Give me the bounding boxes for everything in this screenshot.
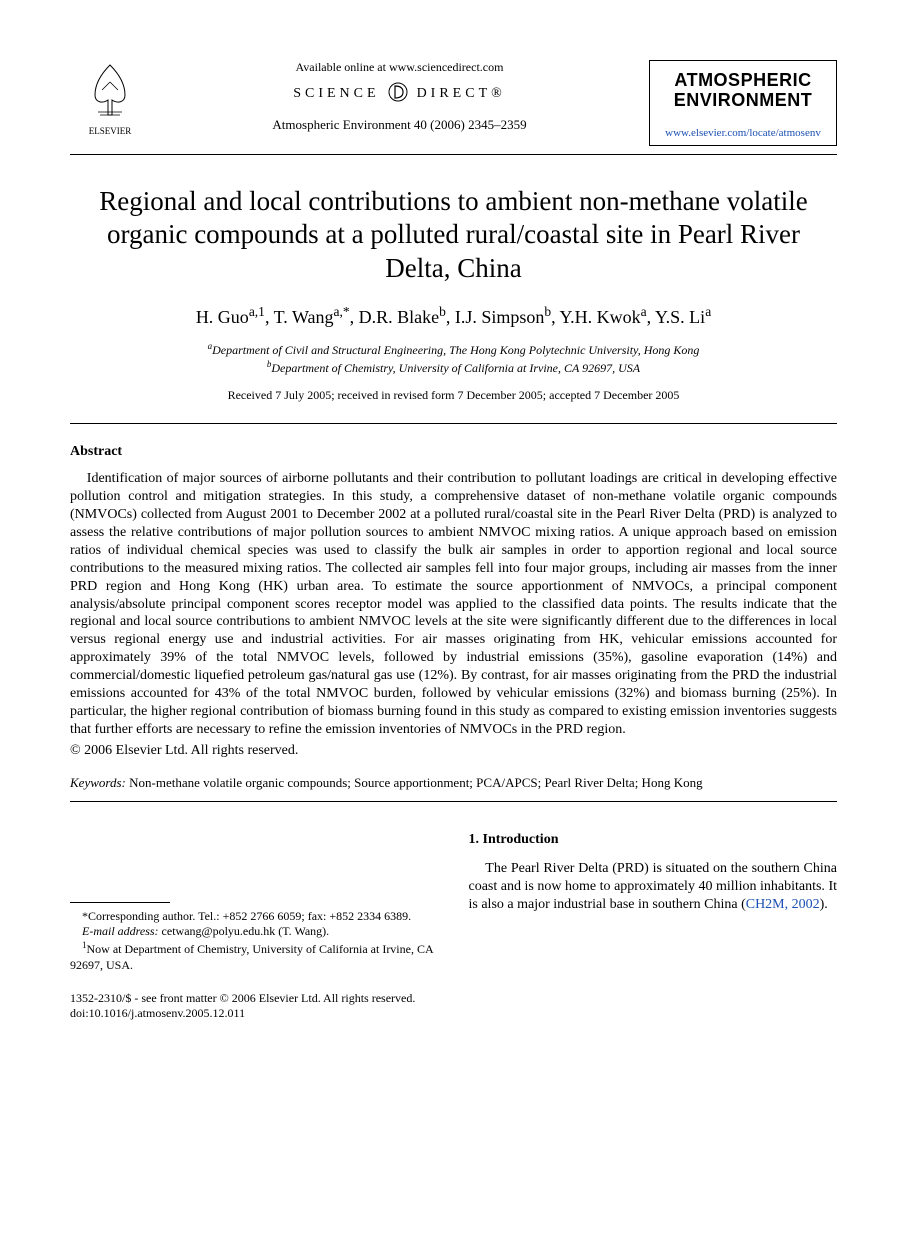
intro-post: ). xyxy=(820,897,828,912)
keywords-text: Non-methane volatile organic compounds; … xyxy=(129,775,702,790)
header-row: ELSEVIER Available online at www.science… xyxy=(70,60,837,146)
intro-paragraph: The Pearl River Delta (PRD) is situated … xyxy=(469,860,838,915)
email-line: E-mail address: cetwang@polyu.edu.hk (T.… xyxy=(70,924,439,940)
journal-name-l1: ATMOSPHERIC xyxy=(674,70,811,90)
article-title: Regional and local contributions to ambi… xyxy=(80,185,827,286)
now-at-text: Now at Department of Chemistry, Universi… xyxy=(70,942,433,972)
now-at-note: 1Now at Department of Chemistry, Univers… xyxy=(70,940,439,973)
email-value: cetwang@polyu.edu.hk (T. Wang). xyxy=(162,924,330,938)
journal-reference: Atmospheric Environment 40 (2006) 2345–2… xyxy=(170,117,629,133)
sciencedirect-logo: SCIENCE DIRECT® xyxy=(170,81,629,103)
journal-title-box: ATMOSPHERIC ENVIRONMENT www.elsevier.com… xyxy=(649,60,837,146)
abstract-top-rule xyxy=(70,423,837,424)
two-column-body: *Corresponding author. Tel.: +852 2766 6… xyxy=(70,832,837,973)
introduction-text: The Pearl River Delta (PRD) is situated … xyxy=(469,860,838,915)
center-header: Available online at www.sciencedirect.co… xyxy=(150,60,649,133)
copyright-line: © 2006 Elsevier Ltd. All rights reserved… xyxy=(70,743,837,759)
abstract-bottom-rule xyxy=(70,801,837,802)
abstract-heading: Abstract xyxy=(70,444,837,460)
header-rule xyxy=(70,154,837,155)
left-column: *Corresponding author. Tel.: +852 2766 6… xyxy=(70,832,439,973)
citation-link[interactable]: CH2M, 2002 xyxy=(746,897,820,912)
doi-line: doi:10.1016/j.atmosenv.2005.12.011 xyxy=(70,1006,837,1021)
journal-url[interactable]: www.elsevier.com/locate/atmosenv xyxy=(658,127,828,139)
abstract-text: Identification of major sources of airbo… xyxy=(70,470,837,739)
front-matter-line: 1352-2310/$ - see front matter © 2006 El… xyxy=(70,991,837,1006)
corresponding-author-note: *Corresponding author. Tel.: +852 2766 6… xyxy=(70,909,439,925)
footnotes: *Corresponding author. Tel.: +852 2766 6… xyxy=(70,909,439,973)
paper-page: ELSEVIER Available online at www.science… xyxy=(0,0,907,1061)
journal-name: ATMOSPHERIC ENVIRONMENT xyxy=(658,71,828,111)
keywords-block: Keywords: Non-methane volatile organic c… xyxy=(70,775,837,791)
affiliation-a: Department of Civil and Structural Engin… xyxy=(212,343,699,357)
email-label: E-mail address: xyxy=(82,924,159,938)
sd-d-icon xyxy=(387,81,409,103)
sd-left: SCIENCE xyxy=(293,86,379,101)
affiliation-b: Department of Chemistry, University of C… xyxy=(271,361,640,375)
elsevier-tree-icon xyxy=(80,60,140,120)
right-column: 1. Introduction The Pearl River Delta (P… xyxy=(469,832,838,973)
keywords-label: Keywords: xyxy=(70,775,126,790)
affiliations: aDepartment of Civil and Structural Engi… xyxy=(70,340,837,376)
journal-name-l2: ENVIRONMENT xyxy=(674,90,813,110)
introduction-heading: 1. Introduction xyxy=(469,832,838,848)
author-list: H. Guoa,1, T. Wanga,*, D.R. Blakeb, I.J.… xyxy=(70,304,837,328)
article-dates: Received 7 July 2005; received in revise… xyxy=(70,388,837,403)
available-online-line: Available online at www.sciencedirect.co… xyxy=(170,60,629,75)
footnote-rule xyxy=(70,902,170,903)
sd-right: DIRECT® xyxy=(417,86,506,101)
elsevier-label: ELSEVIER xyxy=(70,126,150,136)
abstract-paragraph: Identification of major sources of airbo… xyxy=(70,470,837,739)
elsevier-logo-block: ELSEVIER xyxy=(70,60,150,136)
